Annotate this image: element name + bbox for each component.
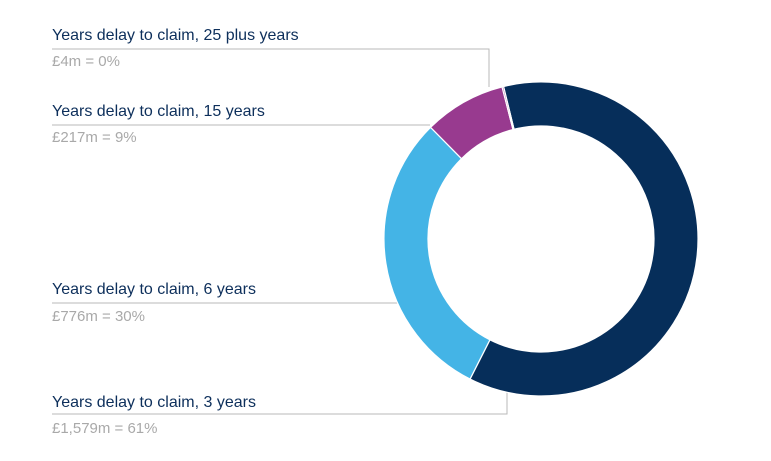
segment-6-years — [383, 126, 491, 380]
label-value-15: £217m = 9% — [52, 129, 137, 146]
label-title-3: Years delay to claim, 3 years — [52, 394, 256, 411]
segment-25-plus-years — [501, 85, 515, 131]
label-value-3: £1,579m = 61% — [52, 420, 158, 437]
label-title-25-plus: Years delay to claim, 25 plus years — [52, 27, 299, 44]
label-value-6: £776m = 30% — [52, 308, 145, 325]
leader-line-3 — [52, 391, 508, 415]
label-value-25-plus: £4m = 0% — [52, 53, 120, 70]
leader-line-25-plus — [52, 48, 490, 87]
donut-segments — [383, 81, 699, 397]
label-title-6: Years delay to claim, 6 years — [52, 281, 256, 298]
label-title-15: Years delay to claim, 15 years — [52, 103, 265, 120]
segment-3-years — [469, 81, 699, 397]
